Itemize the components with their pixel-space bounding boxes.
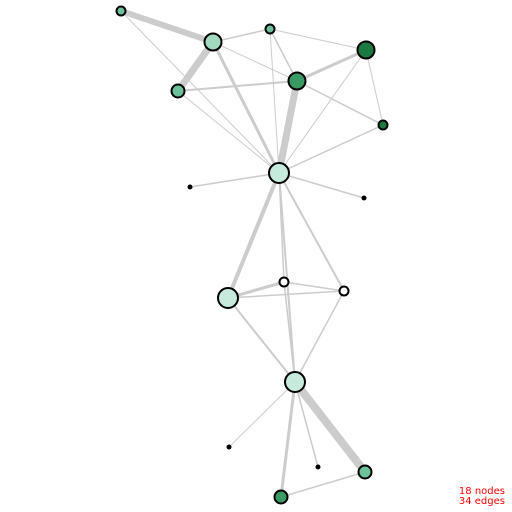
node-top-right-dark[interactable]	[356, 40, 376, 60]
node-upper-center[interactable]	[287, 71, 307, 91]
node-upper-hub[interactable]	[203, 32, 223, 52]
edge-n3-n7	[278, 49, 367, 174]
node-mid-left[interactable]	[217, 287, 239, 309]
edge-n13-n16	[291, 378, 369, 476]
edge-n1-n7	[211, 40, 281, 175]
edge-layer	[118, 8, 384, 499]
node-right-small[interactable]	[377, 119, 389, 131]
node-lower-dot[interactable]	[315, 464, 321, 470]
edge-n17-n16	[280, 471, 366, 498]
edge-n5-n6	[296, 80, 384, 126]
node-lower-hub[interactable]	[284, 371, 306, 393]
edge-n4-n7	[177, 90, 280, 174]
edge-n0-n1	[118, 8, 216, 45]
edge-n2-n5	[269, 28, 298, 82]
edge-n1-n2	[212, 28, 271, 43]
node-top-small[interactable]	[264, 23, 276, 35]
graph-stats-label: 18 nodes 34 edges	[459, 487, 505, 507]
edge-n12-n13	[227, 297, 296, 383]
edge-n10-n11	[283, 281, 345, 292]
node-lower-right[interactable]	[357, 464, 373, 480]
edge-n0-n7	[120, 10, 280, 174]
edge-n7-n12	[226, 171, 281, 300]
node-upper-left[interactable]	[170, 83, 186, 99]
node-left-dot[interactable]	[187, 184, 193, 190]
node-mid-small[interactable]	[278, 276, 290, 288]
edge-n2-n3	[269, 28, 367, 51]
edge-n3-n5	[295, 48, 368, 83]
edge-n3-n6	[365, 49, 384, 126]
edge-n4-n5	[177, 80, 298, 92]
edge-n5-n7	[275, 77, 301, 177]
edge-n13-n15	[294, 381, 319, 468]
edge-n2-n7	[269, 28, 280, 174]
node-mid-right[interactable]	[338, 285, 350, 297]
edge-n1-n5	[212, 41, 298, 82]
edge-n13-n14	[228, 381, 296, 448]
node-lower-left-dot[interactable]	[226, 444, 232, 450]
node-count-label: 18 nodes	[458, 486, 505, 497]
edge-n13-n17	[279, 380, 297, 499]
edge-n1-n4	[174, 38, 217, 95]
node-central-hub[interactable]	[268, 162, 290, 184]
node-top-left-small[interactable]	[115, 5, 127, 17]
edge-n6-n7	[278, 124, 384, 174]
node-right-dot[interactable]	[361, 195, 367, 201]
edge-n10-n13	[283, 281, 296, 383]
node-bottom[interactable]	[273, 489, 289, 505]
edge-n7-n11	[278, 172, 345, 292]
node-layer	[115, 5, 389, 505]
edge-n7-n9	[278, 172, 365, 199]
edge-n11-n13	[294, 290, 345, 383]
edge-count-label: 34 edges	[458, 496, 505, 507]
edge-n7-n8	[189, 172, 280, 188]
